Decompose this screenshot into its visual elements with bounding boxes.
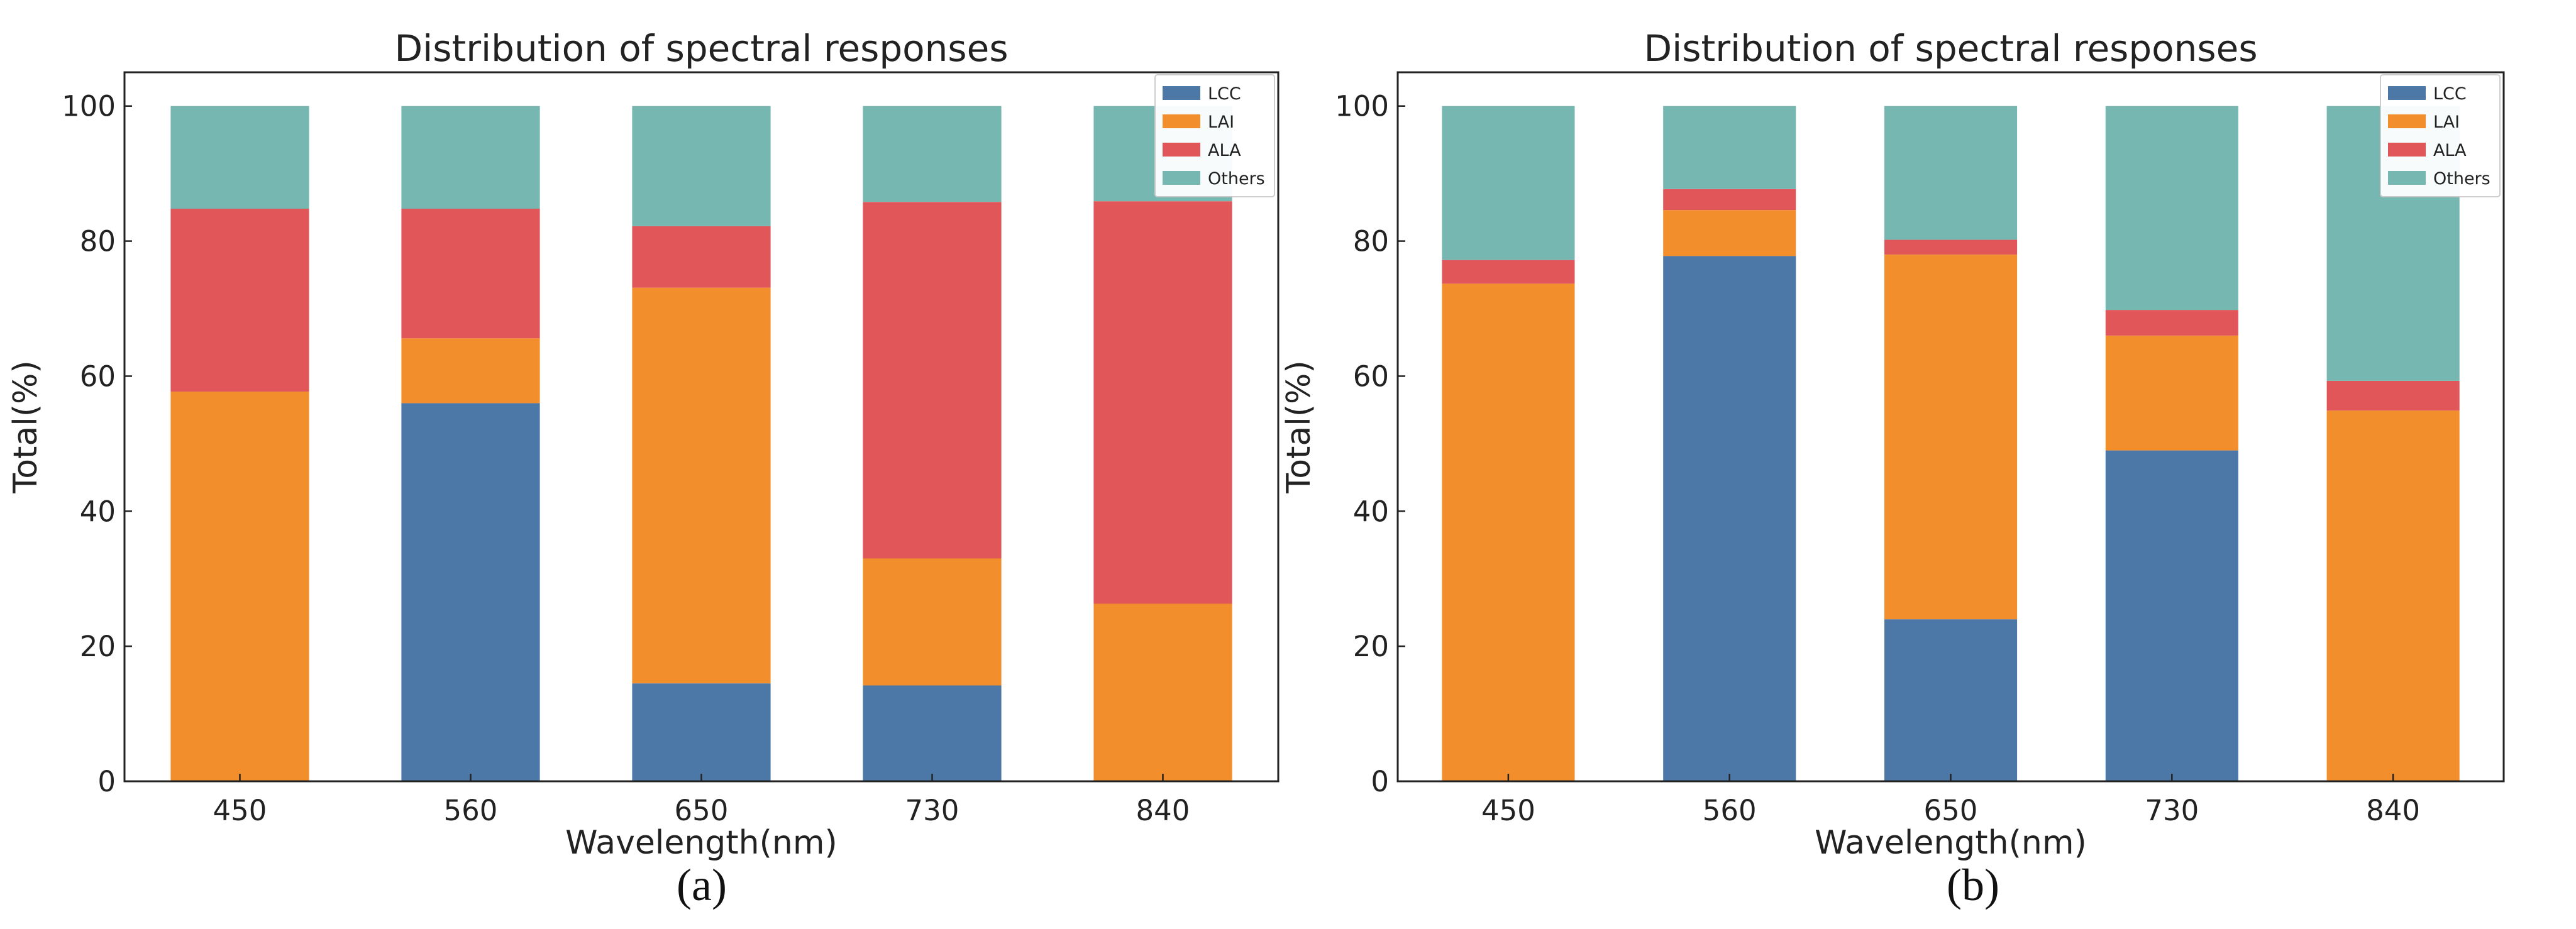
figure-caption: (a): [677, 860, 727, 910]
legend-label-lai: LAI: [2433, 113, 2460, 132]
bar-ala-650: [632, 226, 771, 288]
bar-lai-560: [401, 338, 540, 404]
legend-swatch-lcc: [2388, 86, 2426, 100]
bar-others-730: [863, 106, 1002, 202]
bar-lcc-560: [1663, 256, 1796, 781]
legend-box: [1154, 74, 1275, 197]
x-tick-label: 730: [905, 794, 959, 827]
bar-lai-840: [2326, 410, 2460, 781]
bar-ala-730: [2105, 310, 2238, 336]
bar-lai-560: [1663, 210, 1796, 256]
legend-box: [2380, 74, 2501, 197]
legend-swatch-others: [1163, 171, 1200, 185]
y-axis-label: Total(%): [1280, 360, 1318, 493]
plot-frame: [1396, 71, 2505, 783]
bar-lai-450: [170, 392, 309, 781]
bar-lai-650: [632, 287, 771, 684]
bar-lcc-730: [863, 685, 1002, 781]
y-tick-label: 40: [80, 495, 116, 528]
legend-swatch-lai: [2388, 114, 2426, 128]
y-tick-label: 60: [80, 360, 116, 393]
bar-others-650: [632, 106, 771, 226]
x-tick-label: 840: [2366, 794, 2420, 827]
bar-lai-650: [1884, 255, 2018, 620]
bar-others-450: [170, 106, 309, 209]
y-tick-label: 40: [1353, 495, 1389, 528]
legend-swatch-lcc: [1163, 86, 1200, 100]
bar-ala-840: [2326, 380, 2460, 411]
legend-label-others: Others: [2433, 169, 2490, 189]
y-tick-label: 100: [1335, 90, 1389, 123]
chart-title: Distribution of spectral responses: [394, 27, 1008, 70]
y-tick-label: 60: [1353, 360, 1389, 393]
legend: LCC LAI ALA Others: [2380, 74, 2501, 197]
x-tick-label: 450: [213, 794, 267, 827]
bar-lcc-730: [2105, 450, 2238, 781]
bar-others-650: [1884, 106, 2018, 240]
bar-lcc-650: [632, 683, 771, 781]
bar-lai-840: [1093, 603, 1232, 781]
legend-swatch-others: [2388, 171, 2426, 185]
chart-title: Distribution of spectral responses: [1644, 27, 2257, 70]
x-tick-label: 650: [675, 794, 729, 827]
bar-others-450: [1442, 106, 1575, 260]
legend-label-lcc: LCC: [1208, 84, 1241, 104]
y-tick-label: 20: [1353, 630, 1389, 663]
bar-lai-450: [1442, 283, 1575, 781]
bar-ala-730: [863, 202, 1002, 559]
legend: LCC LAI ALA Others: [1154, 74, 1275, 197]
chart-b: 450 560 650 730 840 0 20 40 60 80 100 Distribution …: [1280, 27, 2505, 910]
legend-label-lai: LAI: [1208, 113, 1234, 132]
x-tick-label: 560: [1703, 794, 1757, 827]
legend-label-others: Others: [1208, 169, 1265, 189]
x-axis-label: Wavelength(nm): [1815, 824, 2087, 862]
plot-frame: [123, 71, 1280, 783]
figure-caption: (b): [1947, 860, 1999, 910]
bar-lcc-650: [1884, 619, 2018, 781]
legend-swatch-ala: [2388, 143, 2426, 157]
x-tick-label: 650: [1924, 794, 1978, 827]
legend-swatch-lai: [1163, 114, 1200, 128]
bar-lai-730: [2105, 336, 2238, 451]
bar-ala-450: [1442, 260, 1575, 284]
y-tick-label: 0: [97, 765, 116, 798]
x-tick-label: 840: [1136, 794, 1190, 827]
bar-others-560: [401, 106, 540, 209]
y-axis-label: Total(%): [7, 360, 45, 493]
bar-others-560: [1663, 106, 1796, 189]
y-tick-label: 80: [1353, 225, 1389, 258]
legend-label-ala: ALA: [1208, 141, 1241, 160]
bar-ala-560: [1663, 189, 1796, 211]
x-tick-label: 560: [444, 794, 498, 827]
legend-label-lcc: LCC: [2433, 84, 2467, 104]
bar-lcc-560: [401, 403, 540, 781]
bar-ala-840: [1093, 201, 1232, 604]
bar-ala-650: [1884, 239, 2018, 255]
y-tick-label: 80: [80, 225, 116, 258]
bar-lai-730: [863, 558, 1002, 686]
y-tick-label: 20: [80, 630, 116, 663]
chart-a: 450 560 650 730 840 0 20 40 60 80 100 Distribution …: [7, 27, 1280, 910]
x-tick-label: 450: [1481, 794, 1535, 827]
legend-swatch-ala: [1163, 143, 1200, 157]
y-tick-label: 100: [62, 90, 116, 123]
bar-others-730: [2105, 106, 2238, 311]
bar-ala-560: [401, 209, 540, 339]
x-tick-label: 730: [2145, 794, 2199, 827]
x-axis-label: Wavelength(nm): [565, 824, 837, 862]
y-tick-label: 0: [1371, 765, 1389, 798]
legend-label-ala: ALA: [2433, 141, 2467, 160]
bar-ala-450: [170, 209, 309, 392]
